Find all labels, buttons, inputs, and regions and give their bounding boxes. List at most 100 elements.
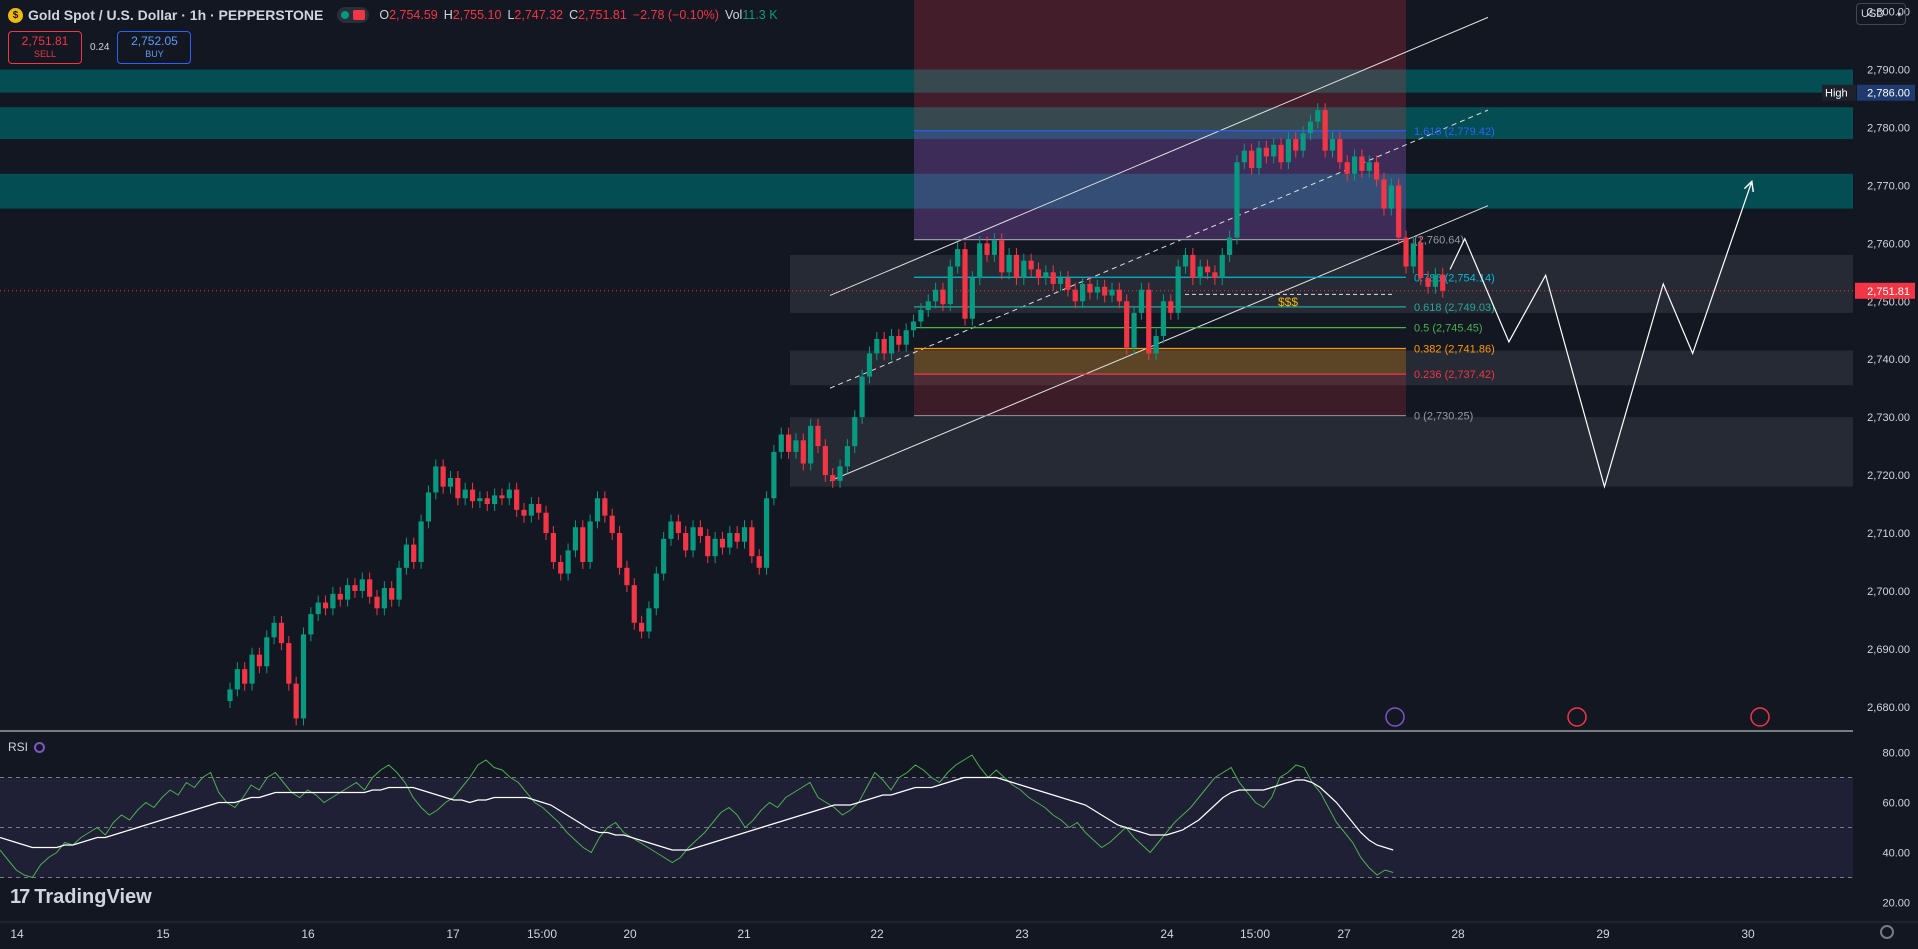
candle: [639, 622, 645, 632]
fib-band: [914, 348, 1406, 375]
candle: [999, 240, 1005, 273]
candle: [1124, 301, 1130, 348]
buy-button[interactable]: 2,752.05 BUY: [117, 31, 192, 64]
rsi-indicator-label[interactable]: RSI: [8, 740, 46, 754]
price-tick-label: 2,750.00: [1867, 296, 1910, 308]
candle: [1116, 289, 1122, 302]
candle: [1072, 289, 1078, 302]
projection-path: [1449, 183, 1751, 489]
candle: [484, 498, 490, 505]
candle: [396, 567, 402, 600]
zone-box: [0, 69, 1853, 93]
candle: [1050, 272, 1056, 284]
rsi-ma-line: [0, 776, 1394, 851]
currency-select[interactable]: USD ▾: [1856, 3, 1906, 25]
candle: [1396, 185, 1402, 238]
candle: [1285, 139, 1291, 163]
candle: [411, 544, 417, 562]
candle: [594, 498, 601, 522]
time-tick-label: 15: [156, 927, 170, 941]
candle: [624, 567, 630, 586]
candle: [602, 498, 608, 516]
lightning-event-icon: [1385, 707, 1405, 727]
candle: [1418, 243, 1424, 279]
candle: [1388, 185, 1394, 209]
candle: [1263, 147, 1269, 157]
candle: [1028, 260, 1034, 270]
candle: [793, 440, 799, 452]
candle: [1131, 312, 1137, 348]
candle: [844, 446, 850, 467]
price-tick-label: 2,680.00: [1867, 702, 1910, 714]
fib-level-label: (2,760.64): [1414, 235, 1464, 247]
sell-button[interactable]: 2,751.81 SELL: [8, 31, 82, 64]
market-status-pill[interactable]: [337, 7, 370, 23]
candle: [1322, 110, 1328, 151]
chevron-down-icon: ▾: [1896, 9, 1901, 19]
symbol-title[interactable]: Gold Spot / U.S. Dollar · 1h · PEPPERSTO…: [28, 7, 324, 23]
candle: [1153, 336, 1159, 354]
candle: [587, 521, 593, 562]
candle: [1182, 254, 1189, 267]
high-tag-label: High: [1825, 88, 1848, 100]
candle: [278, 622, 285, 644]
candle: [1109, 289, 1115, 296]
candle: [1006, 254, 1012, 273]
candle: [969, 278, 975, 319]
candle: [469, 489, 476, 502]
fib-level-label: 1.618 (2,779.42): [1414, 126, 1495, 138]
candle: [477, 498, 483, 502]
candle: [352, 585, 358, 591]
candle: [1204, 266, 1211, 273]
fib-band: [914, 374, 1406, 416]
candle: [322, 602, 329, 609]
candle: [315, 602, 321, 615]
candle: [1212, 272, 1218, 279]
price-tick-label: 2,720.00: [1867, 470, 1910, 482]
high-value: 2,755.10: [452, 8, 502, 22]
candle: [749, 527, 755, 557]
candle: [705, 535, 711, 557]
price-tick-label: 2,760.00: [1867, 238, 1910, 250]
candle: [381, 588, 387, 609]
candle: [955, 249, 961, 267]
rsi-tick-label: 20.00: [1882, 898, 1910, 910]
candle: [242, 669, 248, 684]
high-price-bg: [1857, 84, 1915, 101]
candle: [389, 588, 395, 600]
candle: [1403, 237, 1409, 267]
candle: [903, 330, 909, 345]
candle: [1271, 144, 1277, 157]
candle: [1351, 156, 1358, 174]
candle: [1227, 237, 1233, 255]
gear-icon[interactable]: [1880, 925, 1894, 939]
candle: [778, 434, 784, 452]
current-price-bg: [1855, 282, 1915, 299]
indicator-settings-icon[interactable]: [34, 741, 46, 753]
candle: [815, 425, 821, 447]
trade-panel: 2,751.81 SELL 0.24 2,752.05 BUY: [8, 31, 192, 64]
candle: [1381, 179, 1387, 209]
candle: [697, 527, 703, 536]
candle: [286, 643, 292, 684]
candle: [1138, 289, 1144, 313]
candle: [859, 376, 865, 418]
candle: [543, 512, 549, 534]
price-tick-label: 2,770.00: [1867, 180, 1910, 192]
candle: [249, 654, 255, 684]
change-value: −2.78 (−0.10%): [632, 8, 719, 22]
candle: [675, 521, 681, 534]
candle: [506, 489, 512, 499]
zone-box: [0, 107, 1853, 140]
candle: [741, 527, 748, 542]
candle: [337, 593, 343, 600]
zone-box: [0, 173, 1853, 209]
candle: [499, 495, 505, 499]
candle: [910, 321, 917, 331]
time-tick-label: 29: [1596, 927, 1610, 941]
candle: [1278, 144, 1284, 163]
candle: [661, 538, 667, 574]
time-tick-label: 28: [1451, 927, 1465, 941]
channel-upper-line: [829, 16, 1489, 296]
